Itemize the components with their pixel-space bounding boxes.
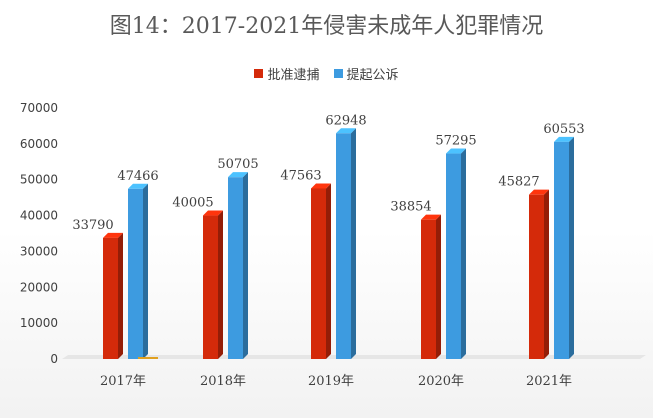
bar	[103, 237, 118, 359]
bar-top	[311, 183, 331, 189]
legend-item-arrest: 批准逮捕	[254, 64, 320, 83]
bar-top	[203, 210, 223, 216]
bar-side	[218, 210, 223, 359]
chart-title: 图14：2017-2021年侵害未成年人犯罪情况	[109, 14, 544, 39]
legend-item-prosecution: 提起公诉	[333, 64, 399, 83]
bar	[311, 188, 326, 359]
bar	[228, 177, 243, 359]
bar-side	[326, 183, 331, 359]
bar-top	[128, 183, 148, 189]
bar	[446, 153, 461, 359]
legend-label-arrest: 批准逮捕	[267, 68, 320, 83]
bar-top	[228, 172, 248, 178]
y-tick-label: 70000	[20, 101, 58, 115]
bar-side	[243, 172, 248, 359]
legend-label-prosecution: 提起公诉	[346, 68, 399, 83]
bar-top	[529, 189, 549, 195]
bar	[128, 188, 143, 359]
bar	[421, 219, 436, 359]
x-tick-label: 2019年	[308, 374, 354, 389]
bar-top	[336, 128, 356, 134]
bar	[203, 215, 218, 359]
y-tick-label: 40000	[20, 209, 58, 223]
legend-swatch-arrest	[254, 69, 264, 78]
bar-top	[446, 148, 466, 154]
data-label: 40005	[172, 196, 213, 211]
data-label: 47563	[280, 168, 321, 183]
bar-side	[569, 136, 574, 359]
bar-top	[554, 136, 574, 142]
data-label: 45827	[498, 175, 539, 190]
bar	[529, 194, 544, 359]
bar-top	[421, 214, 441, 220]
bar-side	[143, 183, 148, 359]
data-label: 47466	[117, 169, 158, 184]
legend: 批准逮捕 提起公诉	[0, 64, 653, 83]
y-tick-label: 50000	[20, 173, 58, 187]
x-tick-label: 2017年	[100, 374, 146, 389]
bar-side	[544, 189, 549, 359]
y-tick-label: 30000	[20, 244, 58, 258]
baseline-marker	[138, 357, 158, 359]
y-tick-label: 60000	[20, 137, 58, 151]
x-tick-label: 2020年	[418, 374, 464, 389]
y-tick-label: 0	[50, 352, 58, 366]
bar-side	[436, 214, 441, 359]
legend-swatch-prosecution	[333, 69, 343, 78]
bar-side	[461, 148, 466, 359]
y-tick-label: 20000	[20, 280, 58, 294]
data-label: 50705	[217, 157, 258, 172]
y-tick-label: 10000	[20, 316, 58, 330]
data-label: 62948	[325, 113, 366, 128]
data-label: 38854	[390, 200, 431, 215]
data-label: 33790	[72, 218, 113, 233]
bar-side	[351, 128, 356, 359]
bar-side	[118, 232, 123, 359]
bar-top	[103, 232, 123, 238]
x-tick-label: 2018年	[200, 374, 246, 389]
data-label: 57295	[435, 134, 476, 149]
x-tick-label: 2021年	[526, 374, 572, 389]
bar	[554, 141, 569, 359]
bar	[336, 133, 351, 359]
data-label: 60553	[543, 122, 584, 137]
